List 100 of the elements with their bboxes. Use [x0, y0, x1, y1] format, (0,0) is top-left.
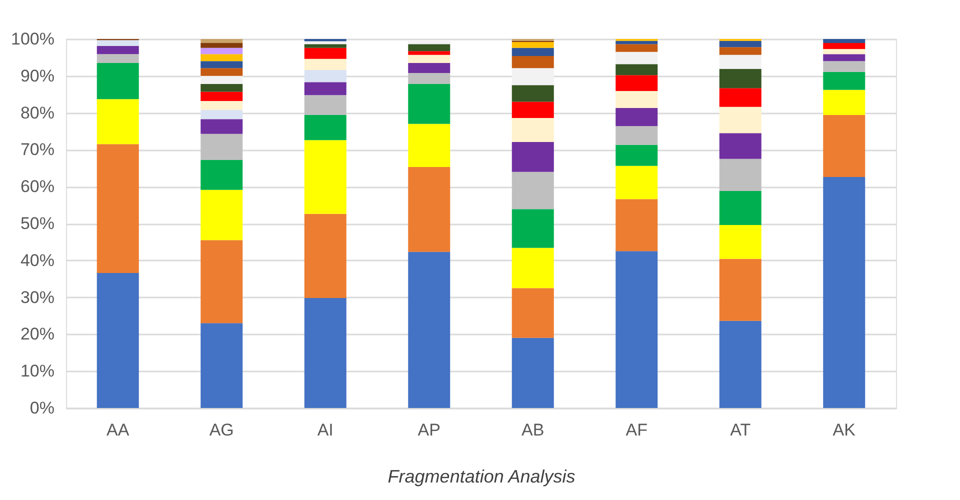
- y-tick-label: 10%: [20, 362, 54, 381]
- bar: [719, 68, 762, 88]
- bar: [304, 48, 346, 59]
- bar: [200, 48, 243, 54]
- bar: [719, 88, 762, 107]
- bar: [512, 142, 554, 172]
- bar: [408, 124, 450, 168]
- x-tick-label: AP: [418, 420, 440, 440]
- bar: [719, 133, 762, 159]
- bar: [616, 64, 658, 76]
- bar: [304, 58, 346, 70]
- bar: [304, 214, 346, 298]
- bar: [96, 40, 139, 46]
- bar: [823, 115, 866, 178]
- bar: [200, 43, 243, 48]
- bar: [719, 224, 762, 259]
- bar: [823, 61, 866, 72]
- bar: [408, 72, 450, 84]
- bar: [512, 338, 554, 408]
- bar: [408, 252, 450, 408]
- bar: [96, 99, 139, 144]
- bar: [823, 54, 866, 62]
- bar: [408, 40, 450, 44]
- y-tick-label: 0%: [30, 398, 54, 418]
- bar: [616, 199, 658, 252]
- bar: [200, 110, 243, 120]
- bar: [408, 167, 450, 252]
- bar: [616, 251, 658, 408]
- bar: [512, 102, 554, 118]
- x-tick-label: AT: [730, 420, 751, 440]
- y-tick-label: 50%: [20, 214, 54, 233]
- bar: [96, 144, 139, 273]
- bar: [512, 288, 554, 338]
- bar: [719, 40, 762, 48]
- bar: [304, 140, 346, 214]
- bar: [200, 323, 243, 408]
- bar: [616, 52, 658, 64]
- bar: [304, 82, 346, 96]
- bar: [719, 54, 762, 69]
- bar: [823, 39, 866, 44]
- bar: [823, 72, 866, 90]
- bar: [200, 61, 243, 68]
- bar: [616, 40, 658, 44]
- bar: [304, 95, 346, 116]
- bar: [200, 119, 243, 134]
- bar: [616, 166, 658, 200]
- bar: [616, 91, 658, 108]
- bar: [200, 54, 243, 62]
- x-tick-label: AF: [626, 420, 648, 440]
- x-tick-label: AA: [106, 420, 130, 440]
- bar: [512, 56, 554, 68]
- x-tick-label: AK: [832, 420, 856, 440]
- bar: [512, 42, 554, 48]
- y-tick-label: 60%: [20, 177, 54, 196]
- bar: [304, 41, 346, 44]
- y-tick-label: 20%: [20, 324, 54, 344]
- x-tick-label: AB: [522, 420, 544, 440]
- y-tick-label: 40%: [20, 250, 54, 270]
- bar: [304, 70, 346, 82]
- bar: [823, 48, 866, 54]
- bar: [200, 84, 243, 92]
- bar: [719, 158, 762, 192]
- y-tick-label: 100%: [11, 30, 54, 48]
- bar: [96, 54, 139, 63]
- y-tick-label: 90%: [20, 66, 54, 86]
- bar: [823, 90, 866, 116]
- bar: [512, 209, 554, 248]
- bar: [408, 54, 450, 63]
- bar: [96, 62, 139, 100]
- y-tick-label: 70%: [20, 140, 54, 160]
- bar: [512, 85, 554, 102]
- bar: [719, 106, 762, 134]
- bar: [512, 248, 554, 288]
- bar: [616, 144, 658, 166]
- y-tick-label: 30%: [20, 288, 54, 307]
- bar: [200, 68, 243, 76]
- bar: [512, 118, 554, 142]
- bar: [408, 62, 450, 73]
- bar: [200, 100, 243, 110]
- bar: [616, 75, 658, 92]
- bar: [200, 160, 243, 190]
- bar: [719, 191, 762, 225]
- bar: [616, 108, 658, 126]
- bar: [719, 320, 762, 408]
- bar: [96, 272, 139, 408]
- x-tick-label: AI: [317, 420, 334, 440]
- x-tick-label: AG: [209, 420, 234, 440]
- bar: [823, 43, 866, 49]
- bar: [616, 44, 658, 52]
- bar: [200, 76, 243, 84]
- bar: [96, 46, 139, 54]
- bar: [304, 44, 346, 48]
- bar: [200, 92, 243, 101]
- bar: [512, 48, 554, 56]
- bar: [719, 258, 762, 321]
- bar: [304, 298, 346, 408]
- x-axis-title: Fragmentation Analysis: [388, 466, 576, 486]
- y-tick-label: 80%: [20, 103, 54, 122]
- bar: [200, 240, 243, 324]
- bar: [512, 172, 554, 210]
